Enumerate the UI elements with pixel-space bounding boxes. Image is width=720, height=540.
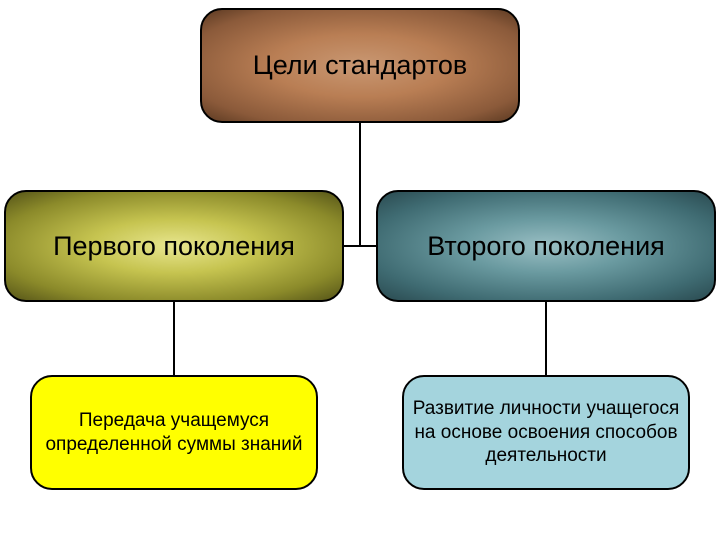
node-second-generation-label: Второго поколения	[427, 231, 665, 262]
node-second-goal: Развитие личности учащегося на основе ос…	[402, 375, 690, 490]
node-first-goal: Передача учащемуся определенной суммы зн…	[30, 375, 318, 490]
node-second-generation: Второго поколения	[376, 190, 716, 302]
node-first-generation-label: Первого поколения	[53, 231, 295, 262]
node-root: Цели стандартов	[200, 8, 520, 123]
node-root-label: Цели стандартов	[253, 50, 468, 81]
node-second-goal-label: Развитие личности учащегося на основе ос…	[404, 397, 688, 468]
node-first-goal-label: Передача учащемуся определенной суммы зн…	[32, 409, 316, 457]
node-first-generation: Первого поколения	[4, 190, 344, 302]
